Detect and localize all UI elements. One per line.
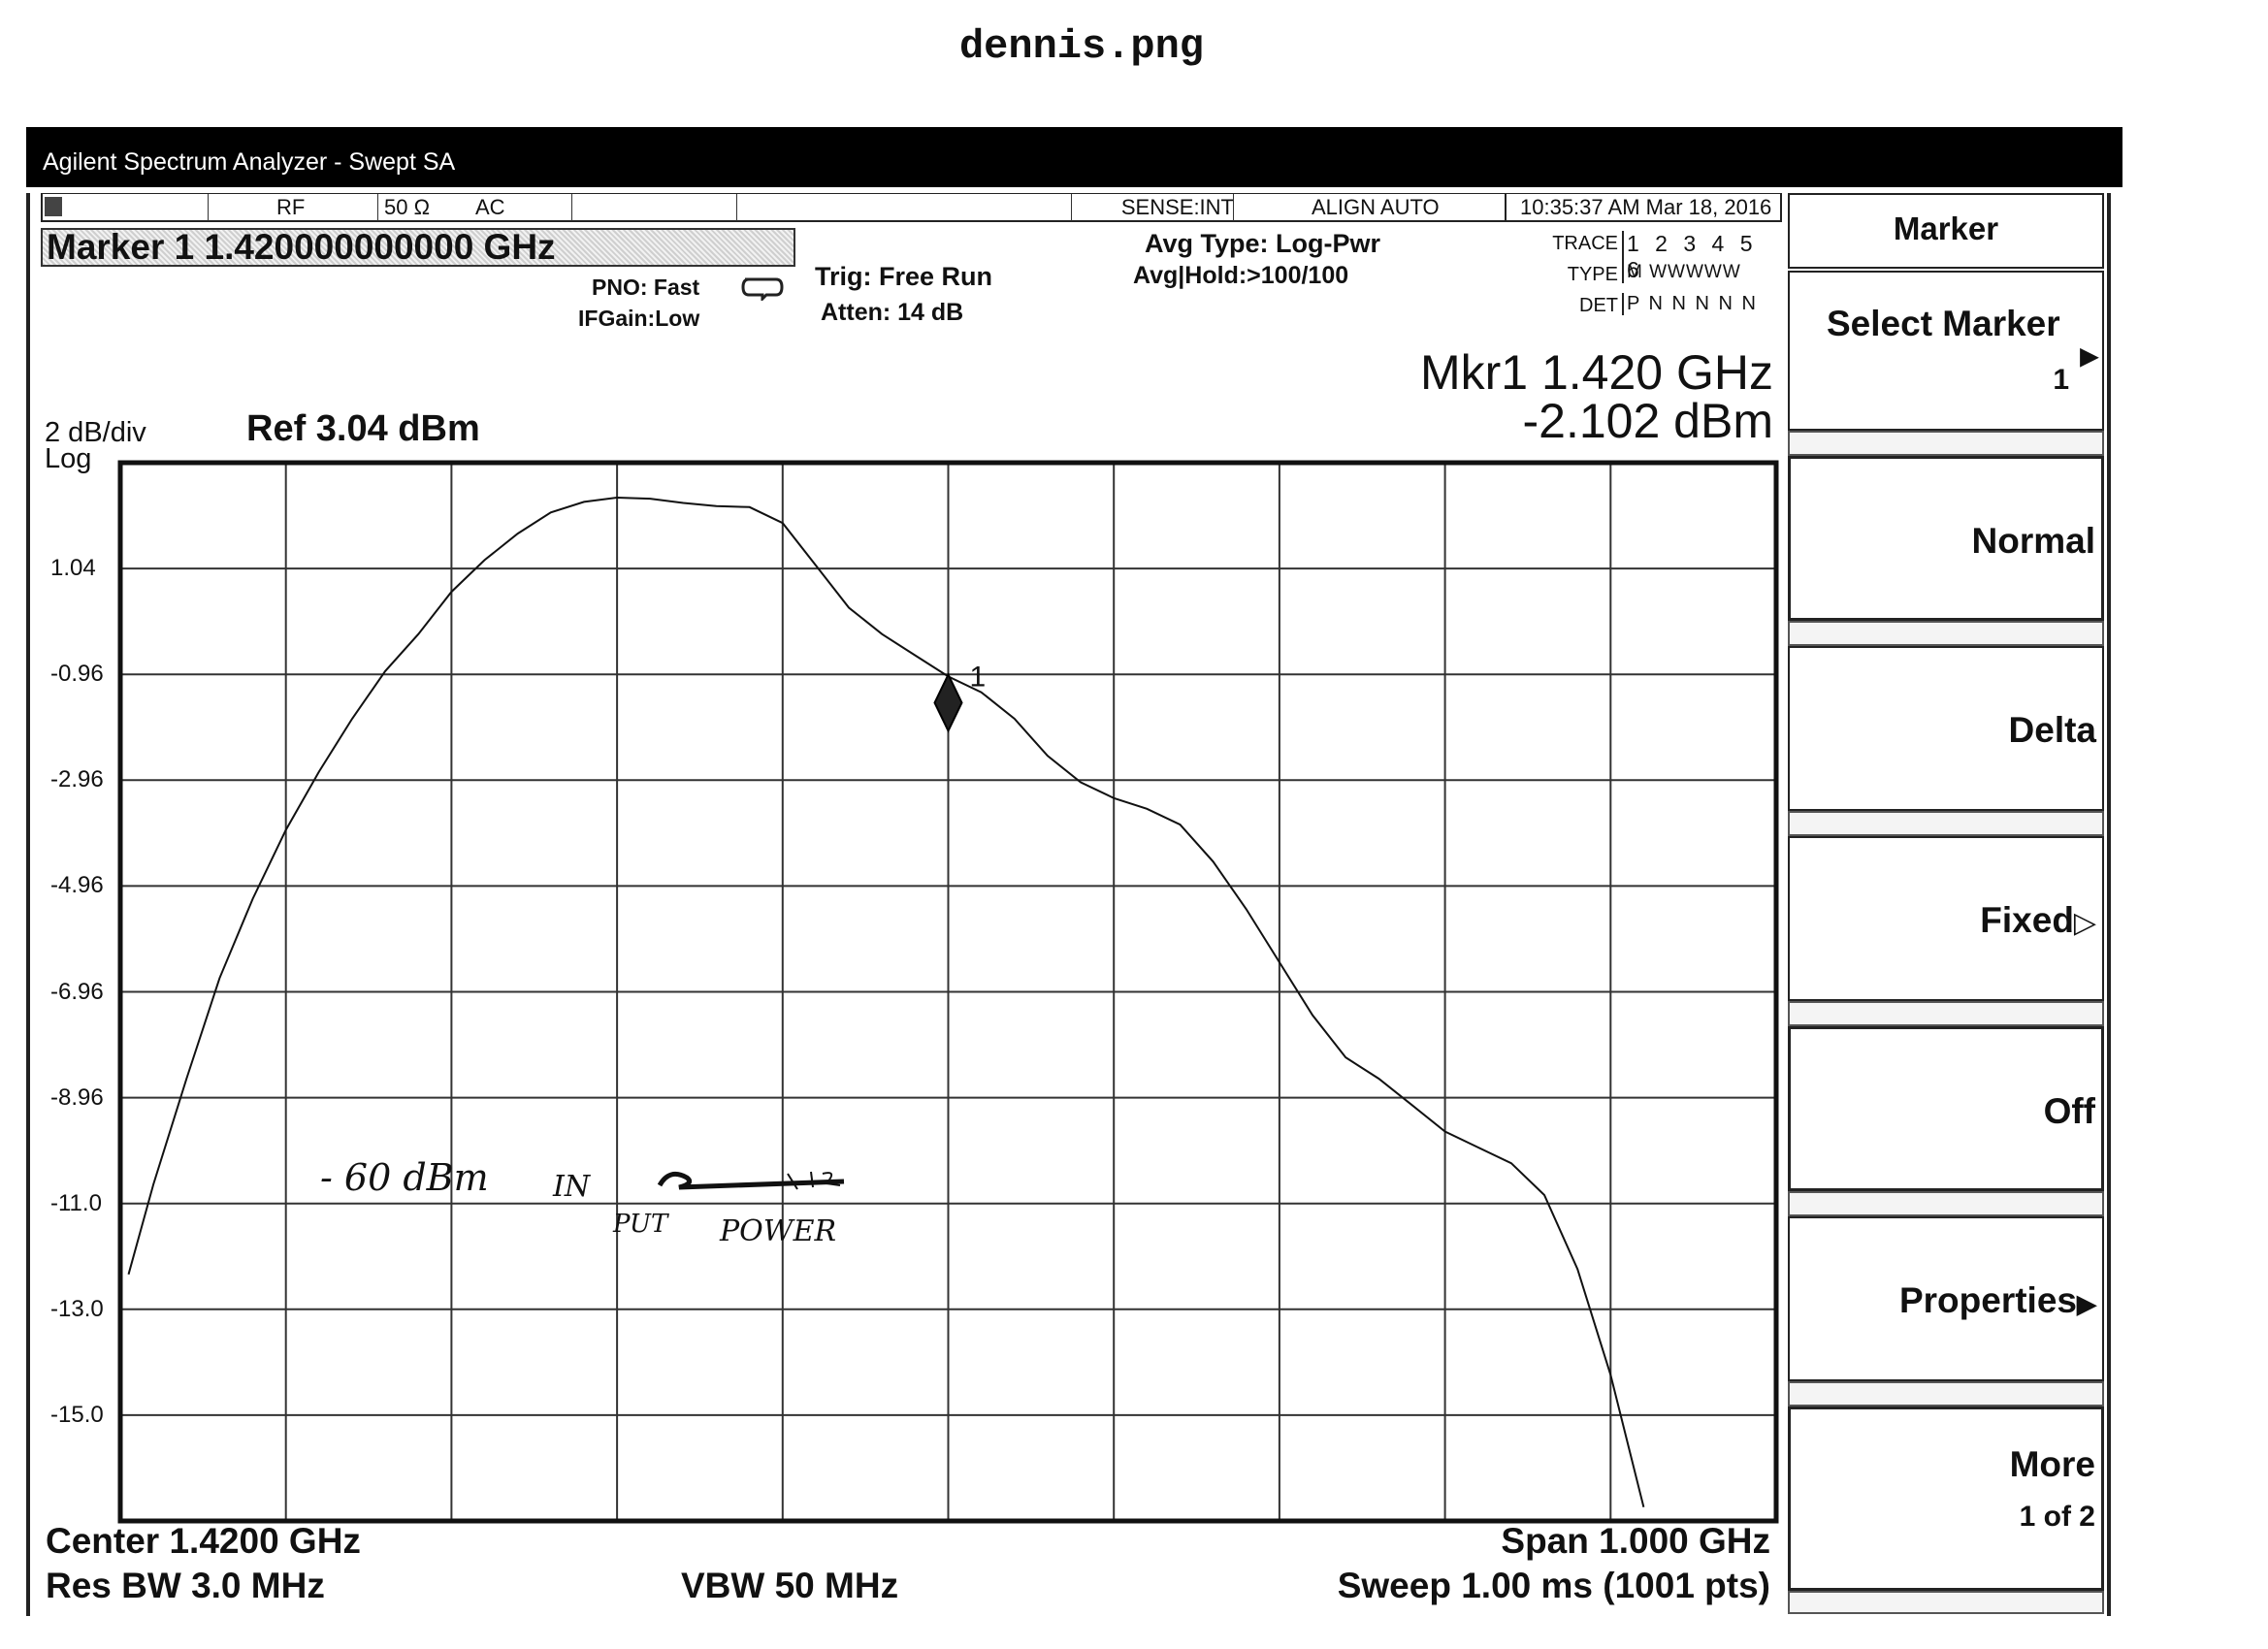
marker-number-label: 1 <box>970 661 987 693</box>
trace-line <box>127 496 1645 1508</box>
status-sense: SENSE:INT <box>1120 195 1234 219</box>
sweep-time: Sweep 1.00 ms (1001 pts) <box>1337 1566 1770 1605</box>
status-input-cell: RF <box>208 194 378 221</box>
y-tick-label: -0.96 <box>50 661 104 688</box>
marker-readout-frequency: Mkr1 1.420 GHz <box>1419 345 1773 400</box>
fixed-softkey[interactable]: Fixed▷ <box>1788 836 2104 1001</box>
window-title-bar: Agilent Spectrum Analyzer - Swept SA <box>26 127 2122 187</box>
y-tick-label: -8.96 <box>50 1083 104 1111</box>
more-label: More <box>2009 1444 2095 1484</box>
y-tick-label: -4.96 <box>50 872 104 899</box>
status-datetime: 10:35:37 AM Mar 18, 2016 <box>1520 195 1772 219</box>
fixed-label: Fixed▷ <box>1980 900 2096 941</box>
softkey-separator <box>1788 1591 2104 1614</box>
resolution-bandwidth: Res BW 3.0 MHz <box>46 1566 325 1605</box>
softkey-panel: Marker Select Marker ▶ 1 Normal Delta Fi… <box>1788 193 2108 1616</box>
window-title: Agilent Spectrum Analyzer - Swept SA <box>43 148 456 176</box>
select-marker-label: Select Marker <box>1827 304 2060 343</box>
handwritten-note-level: - 60 dBm <box>320 1156 489 1199</box>
handwritten-note-in: IN <box>553 1170 591 1204</box>
softkey-separator <box>1788 811 2104 836</box>
document-title: dennis.png <box>958 23 1205 70</box>
softkey-menu-title: Marker <box>1788 193 2104 269</box>
properties-label: Properties▶ <box>1899 1280 2096 1321</box>
status-sense-cell: SENSE:INT <box>1071 194 1234 221</box>
status-align: ALIGN AUTO <box>1312 195 1440 219</box>
window-left-border <box>26 193 30 1616</box>
status-input: RF <box>276 195 306 219</box>
softkey-title-label: Marker <box>1893 210 1999 246</box>
delta-softkey[interactable]: Delta <box>1788 646 2104 811</box>
normal-softkey[interactable]: Normal <box>1788 456 2104 621</box>
y-tick-label: -11.0 <box>50 1189 102 1216</box>
ifgain-setting: IFGain:Low <box>578 306 700 331</box>
normal-label: Normal <box>1971 521 2095 561</box>
trace-row: TRACE 1 2 3 4 5 6 <box>1550 229 1773 283</box>
properties-softkey[interactable]: Properties▶ <box>1788 1216 2104 1381</box>
y-tick-label: -6.96 <box>50 978 104 1005</box>
trace-value: 1 2 3 4 5 6 <box>1622 231 1773 283</box>
submenu-arrow-icon: ▶ <box>2077 1289 2096 1318</box>
submenu-arrow-icon: ▷ <box>2073 907 2096 939</box>
select-marker-softkey[interactable]: Select Marker ▶ 1 <box>1788 271 2104 431</box>
softkey-separator <box>1788 621 2104 646</box>
handwritten-note-power: POWER <box>720 1214 837 1248</box>
off-label: Off <box>2043 1091 2095 1131</box>
average-hold: Avg|Hold:>100/100 <box>1133 262 1349 289</box>
det-value: P N N N N N <box>1622 293 1758 315</box>
status-datetime-cell: 10:35:37 AM Mar 18, 2016 <box>1505 194 1784 221</box>
y-tick-label: -13.0 <box>50 1295 104 1322</box>
delta-label: Delta <box>2008 710 2096 750</box>
status-blank-cell <box>571 194 737 221</box>
more-softkey[interactable]: More 1 of 2 <box>1788 1406 2104 1591</box>
type-row: TYPE M WWWWW <box>1550 260 1773 291</box>
plot-border <box>117 460 1779 1524</box>
trace-label: TRACE <box>1552 233 1618 254</box>
select-marker-arrow-icon: ▶ <box>2080 343 2098 370</box>
scale-per-div: 2 dB/div <box>45 417 146 448</box>
y-tick-label: -2.96 <box>50 766 104 793</box>
softkey-separator <box>1788 1191 2104 1216</box>
status-icon-cell <box>43 194 208 221</box>
softkey-separator <box>1788 431 2104 456</box>
center-frequency: Center 1.4200 GHz <box>46 1521 361 1561</box>
y-tick-label: 1.04 <box>50 555 96 582</box>
more-page: 1 of 2 <box>2019 1501 2095 1533</box>
pno-setting: PNO: Fast <box>592 275 700 300</box>
span: Span 1.000 GHz <box>1501 1521 1770 1561</box>
status-bar: RF 50 Ω AC SENSE:INT ALIGN AUTO 10:35:37… <box>41 193 1782 222</box>
handwritten-note-put: PUT <box>613 1210 668 1239</box>
status-blank-cell-2 <box>736 194 1072 221</box>
attenuation-setting: Atten: 14 dB <box>821 299 964 326</box>
softkey-separator <box>1788 1381 2104 1406</box>
status-coupling: AC <box>475 195 505 219</box>
marker-frequency-field[interactable]: Marker 1 1.420000000000 GHz <box>41 228 795 267</box>
select-marker-value: 1 <box>2053 364 2069 396</box>
trace-table: TRACE 1 2 3 4 5 6 TYPE M WWWWW DET P N N… <box>1550 229 1773 322</box>
loop-icon <box>741 275 784 303</box>
status-indicator-icon <box>45 197 62 216</box>
properties-text: Properties <box>1898 1280 2077 1320</box>
trigger-setting: Trig: Free Run <box>815 262 993 291</box>
reference-level: Ref 3.04 dBm <box>246 408 480 449</box>
video-bandwidth: VBW 50 MHz <box>681 1566 899 1605</box>
type-value: M WWWWW <box>1622 262 1741 283</box>
status-impedance-cell: 50 Ω AC <box>377 194 572 221</box>
status-impedance: 50 Ω <box>384 195 431 219</box>
average-type: Avg Type: Log-Pwr <box>1145 229 1380 258</box>
softkey-separator <box>1788 1001 2104 1026</box>
handwritten-strikeout <box>621 1164 854 1217</box>
marker-readout-level: -2.102 dBm <box>1522 394 1773 448</box>
off-softkey[interactable]: Off <box>1788 1026 2104 1191</box>
det-row: DET P N N N N N <box>1550 291 1773 322</box>
fixed-text: Fixed <box>1980 900 2074 940</box>
y-tick-label: -15.0 <box>50 1401 104 1428</box>
det-label: DET <box>1579 295 1618 316</box>
window-right-border <box>2107 193 2111 1616</box>
marker-diamond-icon <box>933 672 963 733</box>
scale-mode: Log <box>45 443 92 474</box>
status-align-cell: ALIGN AUTO <box>1233 194 1506 221</box>
type-label: TYPE <box>1567 264 1618 285</box>
